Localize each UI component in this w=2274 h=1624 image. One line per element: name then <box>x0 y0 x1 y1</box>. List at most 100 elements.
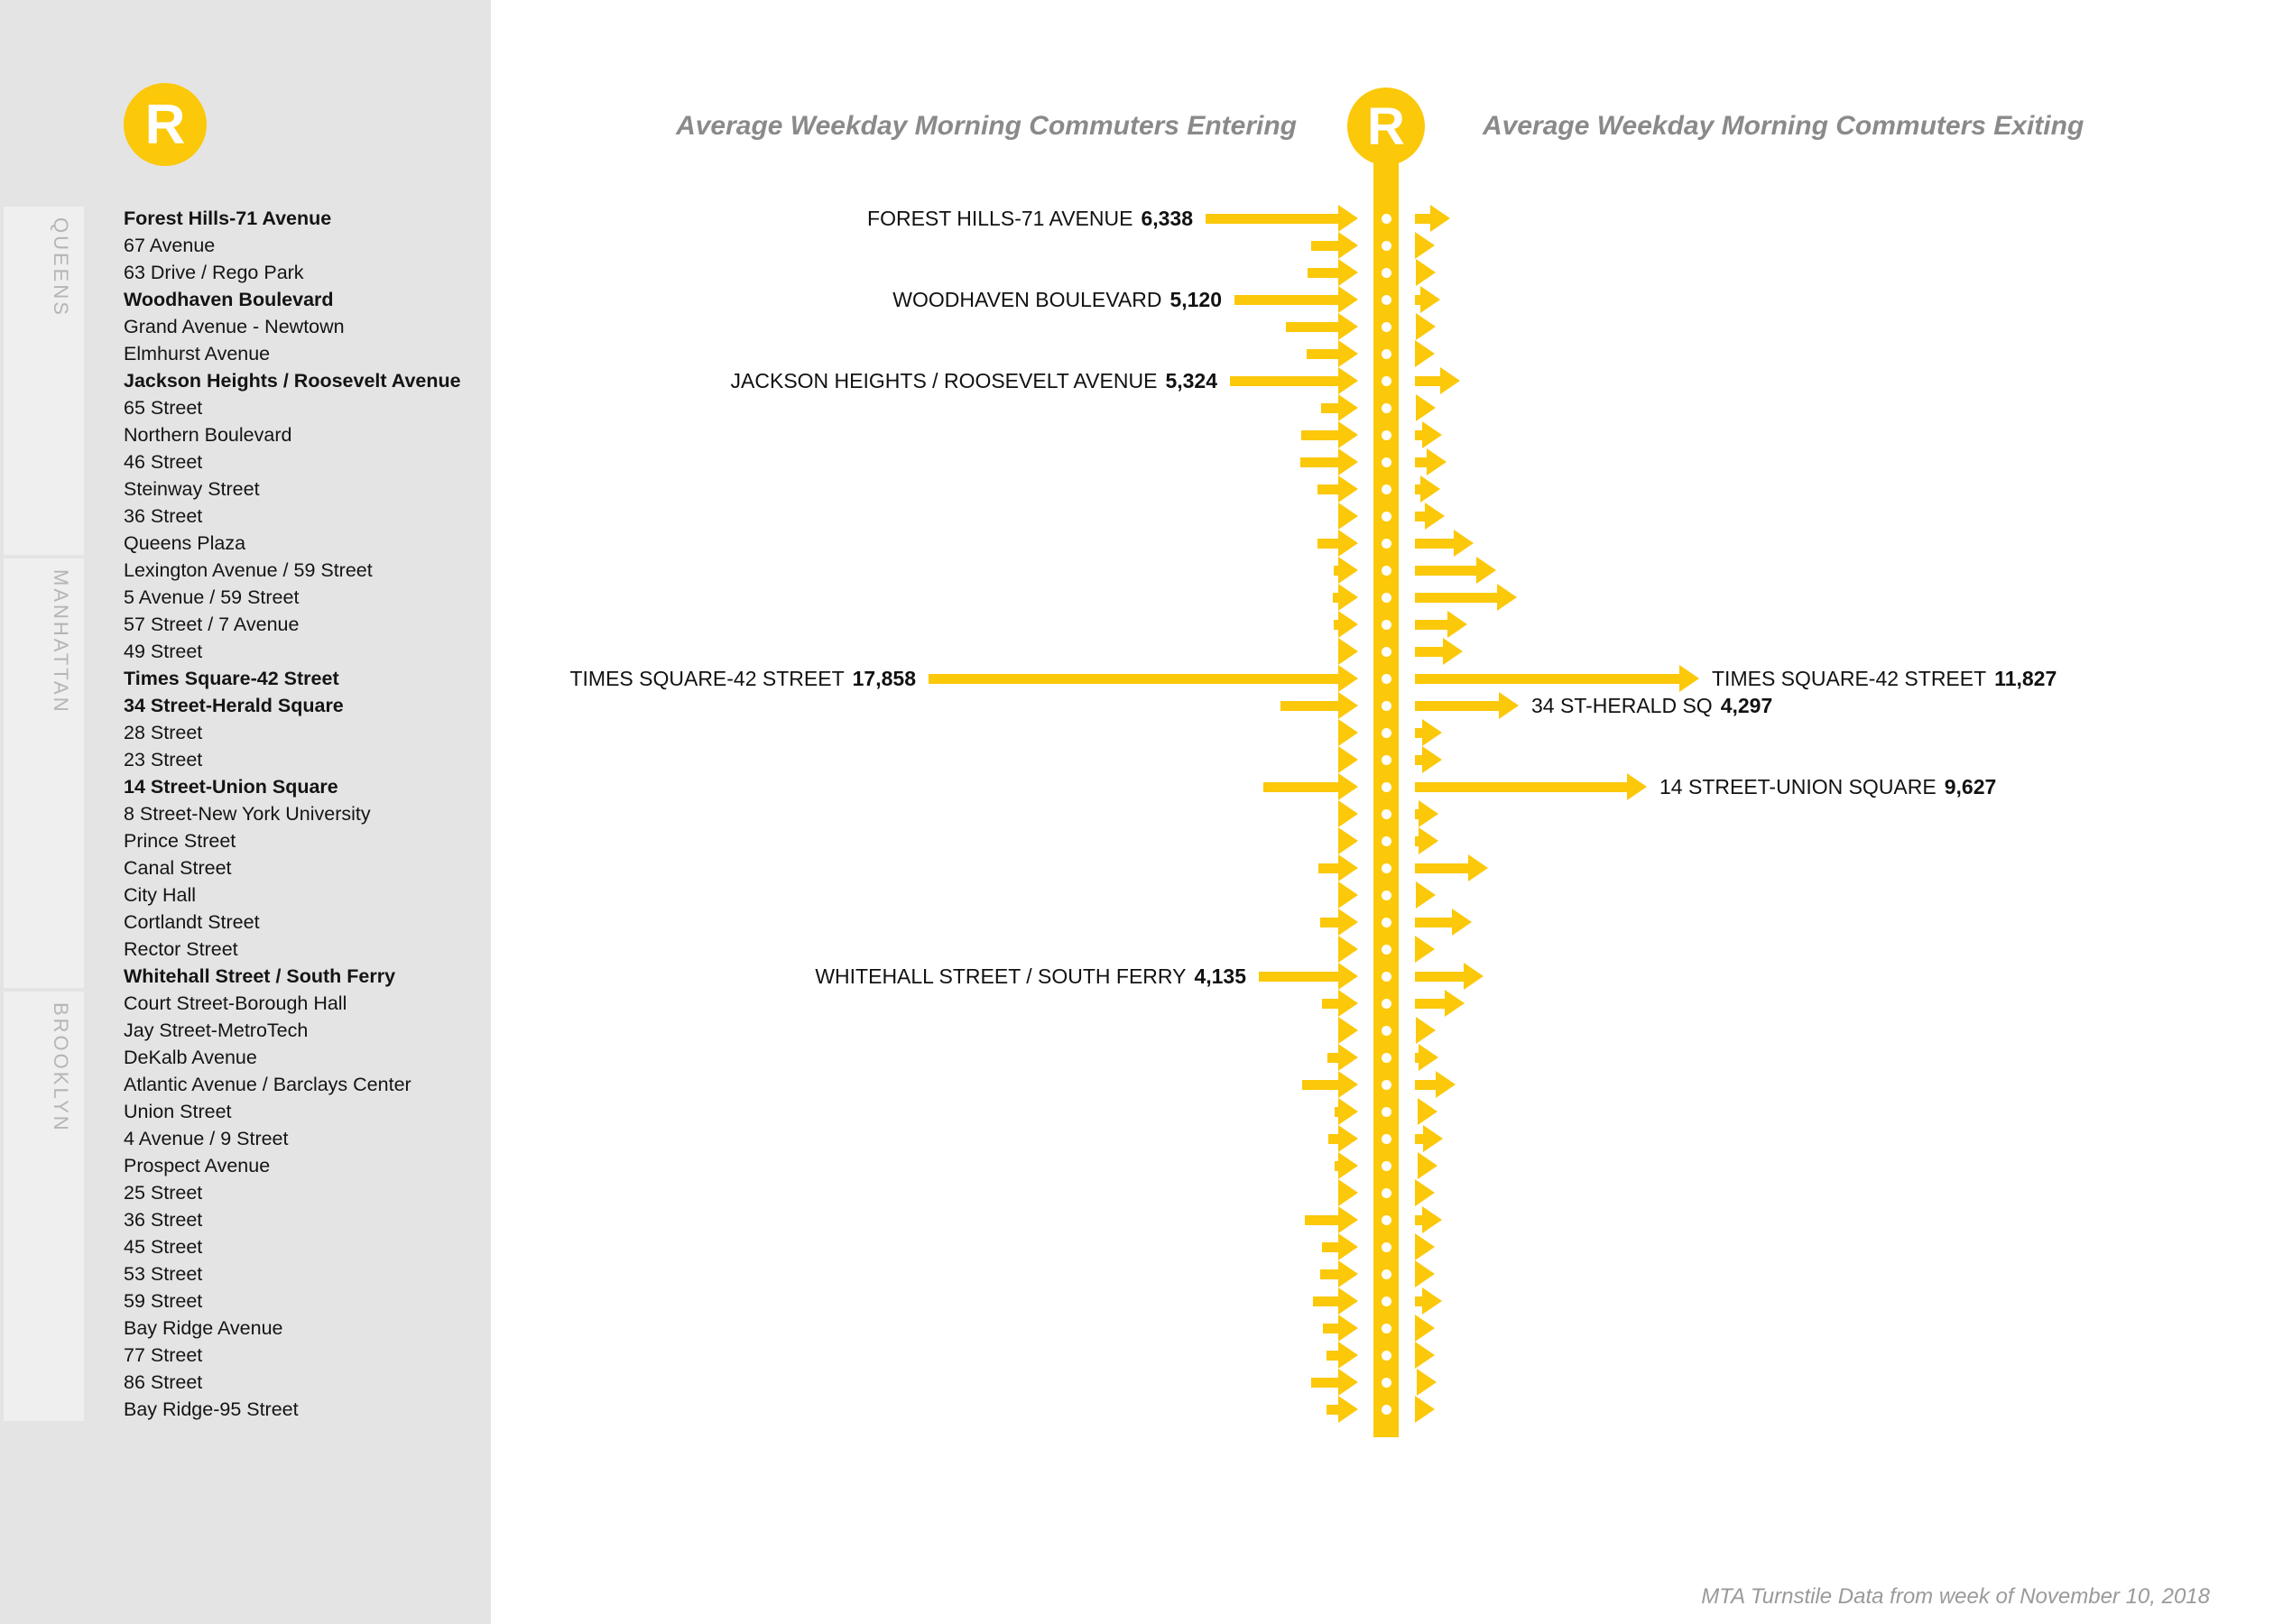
arrow-head-icon <box>1338 503 1358 530</box>
entering-arrow <box>1311 1369 1358 1396</box>
station-dot <box>1381 808 1391 819</box>
station-dot <box>1381 944 1391 955</box>
station-dot <box>1381 592 1391 603</box>
exiting-arrow <box>1415 367 1460 394</box>
exiting-arrow <box>1415 503 1445 530</box>
exiting-arrow <box>1415 1315 1435 1342</box>
exiting-arrow <box>1415 665 1699 692</box>
arrow-head-icon <box>1419 827 1438 854</box>
station-list-item: Northern Boulevard <box>124 424 292 446</box>
arrow-head-icon <box>1338 665 1358 692</box>
arrow-head-icon <box>1443 638 1463 665</box>
station-dot <box>1381 971 1391 982</box>
borough-label: MANHATTAN <box>50 569 72 715</box>
station-list-item: Whitehall Street / South Ferry <box>124 965 396 987</box>
station-callout-name: JACKSON HEIGHTS / ROOSEVELT AVENUE <box>730 369 1158 392</box>
station-list-item: Elmhurst Avenue <box>124 343 271 364</box>
station-dot <box>1381 890 1391 900</box>
borough-strip-manhattan: MANHATTAN <box>4 558 84 988</box>
arrow-shaft <box>1327 1053 1342 1063</box>
station-list-item: Steinway Street <box>124 478 260 500</box>
station-dot <box>1381 348 1391 359</box>
arrow-head-icon <box>1418 1152 1437 1179</box>
arrow-head-icon <box>1338 232 1358 259</box>
borough-label: QUEENS <box>50 217 72 318</box>
station-list-item: Queens Plaza <box>124 532 246 554</box>
station-callout-value: 17,858 <box>852 667 916 690</box>
station-list-item: 25 Street <box>124 1182 203 1204</box>
exiting-title: Average Weekday Morning Commuters Exitin… <box>1483 111 2084 141</box>
station-list-item: 8 Street-New York University <box>124 803 371 825</box>
exiting-arrow <box>1415 692 1519 719</box>
exiting-arrow <box>1415 1369 1437 1396</box>
arrow-shaft <box>1263 782 1342 792</box>
entering-arrow <box>1263 773 1358 800</box>
station-dot <box>1381 863 1391 873</box>
arrow-head-icon <box>1338 746 1358 773</box>
arrow-head-icon <box>1338 1017 1358 1044</box>
station-list-item: City Hall <box>124 884 197 906</box>
station-list-item: Forest Hills-71 Avenue <box>124 208 332 229</box>
arrow-head-icon <box>1447 611 1467 638</box>
arrow-head-icon <box>1627 773 1647 800</box>
exiting-callout: 34 ST-HERALD SQ 4,297 <box>1531 692 1772 719</box>
arrow-head-icon <box>1415 1260 1435 1287</box>
arrow-head-icon <box>1338 990 1358 1017</box>
entering-arrow <box>1311 232 1358 259</box>
arrow-head-icon <box>1436 1071 1456 1098</box>
station-dot <box>1381 375 1391 386</box>
station-dot <box>1381 1296 1391 1306</box>
entering-arrow <box>1338 800 1358 827</box>
arrow-shaft <box>1415 512 1428 521</box>
arrow-head-icon <box>1416 1017 1436 1044</box>
station-list-item: Court Street-Borough Hall <box>124 992 347 1014</box>
arrow-shaft <box>1415 295 1424 305</box>
station-list-item: 57 Street / 7 Avenue <box>124 614 300 635</box>
arrow-head-icon <box>1338 1098 1358 1125</box>
exiting-arrow <box>1415 475 1440 503</box>
entering-arrow <box>1318 854 1358 881</box>
station-callout-name: TIMES SQUARE-42 STREET <box>1712 667 1987 690</box>
arrow-head-icon <box>1338 909 1358 936</box>
arrow-head-icon <box>1423 1125 1443 1152</box>
arrow-head-icon <box>1338 1125 1358 1152</box>
entering-arrow <box>1334 611 1358 638</box>
arrow-shaft <box>1415 728 1426 738</box>
station-callout-name: TIMES SQUARE-42 STREET <box>569 667 845 690</box>
arrow-shaft <box>1415 674 1683 684</box>
station-list-item: Lexington Avenue / 59 Street <box>124 559 373 581</box>
entering-arrow <box>1338 1179 1358 1206</box>
exiting-arrow <box>1415 1044 1438 1071</box>
exiting-arrow <box>1415 1260 1435 1287</box>
arrow-head-icon <box>1338 692 1358 719</box>
station-dot <box>1381 538 1391 549</box>
arrow-shaft <box>1415 457 1430 467</box>
arrow-shaft <box>1311 1378 1342 1388</box>
station-dot <box>1381 213 1391 224</box>
arrow-shaft <box>1206 214 1342 224</box>
arrow-shaft <box>1280 701 1342 711</box>
entering-callout: WHITEHALL STREET / SOUTH FERRY 4,135 <box>815 963 1246 990</box>
station-dot <box>1381 565 1391 576</box>
entering-callout: WOODHAVEN BOULEVARD 5,120 <box>892 286 1222 313</box>
station-dot <box>1381 1269 1391 1279</box>
arrow-head-icon <box>1422 1287 1442 1315</box>
entering-arrow <box>1206 205 1358 232</box>
station-dot <box>1381 267 1391 278</box>
exiting-arrow <box>1415 1152 1437 1179</box>
exiting-arrow <box>1415 611 1467 638</box>
station-dot <box>1381 402 1391 413</box>
entering-arrow <box>1336 503 1358 530</box>
exiting-arrow <box>1415 936 1435 963</box>
arrow-head-icon <box>1338 638 1358 665</box>
arrow-shaft <box>1326 1405 1342 1415</box>
arrow-shaft <box>1320 1269 1342 1279</box>
station-callout-value: 4,135 <box>1194 964 1246 988</box>
arrow-shaft <box>1415 566 1480 576</box>
entering-arrow <box>1338 719 1358 746</box>
arrow-head-icon <box>1338 367 1358 394</box>
station-dot <box>1381 1323 1391 1333</box>
station-list-item: 59 Street <box>124 1290 203 1312</box>
station-list-item: Woodhaven Boulevard <box>124 289 334 310</box>
entering-arrow <box>1338 1017 1358 1044</box>
